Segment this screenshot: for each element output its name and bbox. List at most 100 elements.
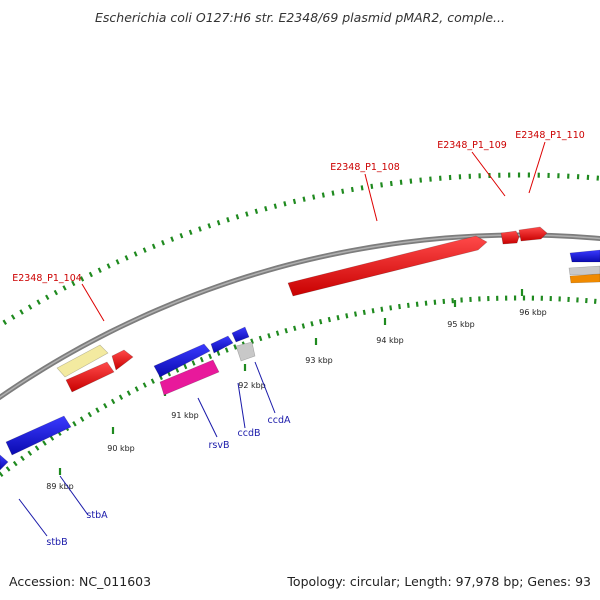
- outer-tick: [179, 232, 184, 239]
- gene-label-leader: [471, 151, 506, 197]
- inner-tick: [267, 333, 271, 339]
- topology-text: Topology: circular; Length: 97,978 bp; G…: [287, 574, 591, 589]
- gene-box-rsvb: [159, 359, 220, 396]
- outer-tick: [235, 214, 240, 220]
- gene-label-leader: [364, 173, 378, 222]
- outer-tick: [10, 314, 16, 320]
- outer-tick: [341, 188, 345, 194]
- inner-tick: [406, 302, 410, 308]
- inner-tick: [380, 306, 384, 312]
- gene-arrow-stbb: [0, 454, 9, 471]
- outer-tick: [302, 196, 306, 202]
- gene-label-leader: [197, 397, 218, 438]
- inner-tick: [95, 407, 100, 413]
- scale-label: 89 kbp: [46, 482, 74, 491]
- inner-tick: [5, 466, 11, 472]
- outer-tick: [124, 255, 129, 261]
- inner-tick: [258, 335, 263, 342]
- gene-label-rsvb: rsvB: [209, 440, 230, 451]
- outer-tick: [264, 206, 268, 212]
- outer-tick: [419, 177, 423, 183]
- inner-tick: [175, 367, 180, 373]
- map-title: Escherichia coli O127:H6 str. E2348/69 p…: [95, 10, 505, 25]
- inner-tick: [371, 308, 375, 314]
- outer-tick: [389, 180, 393, 187]
- inner-tick: [27, 450, 33, 456]
- gene-box-right-orange: [569, 273, 600, 284]
- outer-tick: [151, 243, 156, 250]
- gene-arrow-e2348-p1-109: [500, 230, 520, 245]
- scale-label: 93 kbp: [305, 356, 333, 365]
- outer-tick: [36, 299, 41, 305]
- inner-tick: [49, 435, 55, 441]
- outer-tick: [53, 289, 59, 296]
- outer-tick: [312, 194, 316, 200]
- inner-tick: [424, 300, 428, 306]
- inner-tick: [183, 363, 188, 370]
- outer-tick: [27, 304, 33, 310]
- inner-tick: [319, 318, 323, 325]
- inner-tick: [87, 411, 92, 418]
- inner-tick: [199, 356, 204, 363]
- outer-tick: [283, 201, 287, 207]
- scale-label: 91 kbp: [171, 411, 199, 420]
- inner-tick: [118, 394, 124, 400]
- inner-tick: [142, 382, 147, 388]
- gene-label-leader: [81, 283, 105, 322]
- outer-tick: [331, 190, 335, 196]
- gene-arrow-stba: [5, 415, 72, 456]
- scale-label: 96 kbp: [519, 308, 547, 317]
- gene-arrow-right-blue: [569, 249, 600, 263]
- inner-tick: [345, 313, 349, 319]
- inner-tick: [12, 460, 18, 467]
- gene-label-leader: [18, 498, 48, 537]
- inner-tick: [126, 390, 131, 396]
- outer-tick: [207, 223, 212, 229]
- gene-label-leader: [237, 382, 246, 429]
- inner-tick: [216, 350, 221, 356]
- inner-tick: [110, 398, 116, 405]
- scale-label: 95 kbp: [447, 320, 475, 329]
- inner-tick: [191, 360, 196, 366]
- inner-tick: [233, 344, 238, 350]
- inner-tick: [34, 445, 40, 451]
- inner-tick: [0, 471, 4, 477]
- scale-label: 94 kbp: [376, 336, 404, 345]
- gene-arrow-ccdb: [231, 326, 250, 343]
- inner-tick: [415, 301, 419, 307]
- inner-tick: [310, 321, 314, 327]
- gene-label-e2348-p1-108: E2348_P1_108: [330, 162, 400, 173]
- outer-tick: [71, 280, 76, 287]
- gene-label-e2348-p1-109: E2348_P1_109: [437, 140, 507, 151]
- gene-label-stbb: stbB: [46, 537, 67, 548]
- outer-tick: [380, 182, 384, 188]
- gene-label-e2348-p1-110: E2348_P1_110: [515, 130, 585, 141]
- inner-tick: [398, 303, 401, 310]
- gene-arrow-e2348-p1-110: [518, 226, 548, 242]
- inner-tick: [250, 338, 254, 344]
- scale-label: 92 kbp: [238, 381, 266, 390]
- outer-tick: [254, 208, 259, 215]
- inner-tick: [42, 440, 47, 446]
- outer-tick: [198, 226, 202, 232]
- outer-tick: [115, 259, 120, 265]
- outer-tick: [360, 185, 364, 191]
- gene-arrow-blue-1: [153, 343, 211, 378]
- outer-tick: [45, 294, 50, 301]
- gene-box-ccda: [235, 341, 256, 362]
- gene-arrow-e2348-p1-108: [287, 235, 488, 297]
- gene-label-stba: stbA: [86, 510, 108, 521]
- outer-tick: [321, 192, 325, 198]
- outer-tick: [350, 186, 354, 193]
- gene-label-leader: [254, 361, 276, 414]
- outer-tick: [370, 183, 374, 189]
- gene-box-right-grey: [568, 265, 600, 276]
- inner-tick: [224, 347, 229, 353]
- outer-tick: [142, 247, 147, 253]
- gene-arrow-blue-2: [210, 335, 234, 354]
- outer-tick: [188, 229, 193, 236]
- inner-tick: [275, 330, 280, 336]
- inner-tick: [134, 386, 139, 392]
